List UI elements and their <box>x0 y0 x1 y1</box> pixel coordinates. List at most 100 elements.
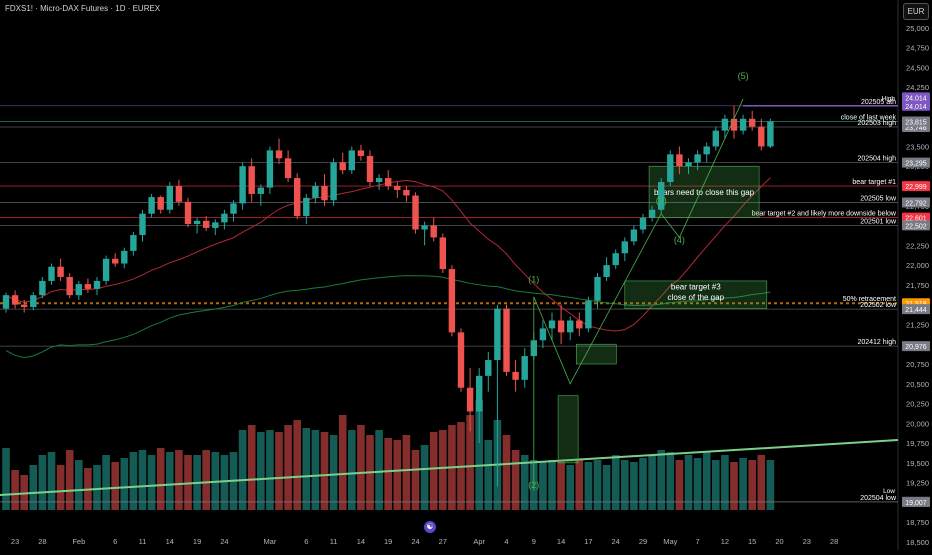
candle-body <box>639 217 647 230</box>
x-tick-label: 15 <box>748 537 756 546</box>
x-tick-label: 11 <box>330 537 338 546</box>
candle-body <box>230 203 237 214</box>
level-label: bear target #1 <box>852 179 896 186</box>
level-label: 202505 low <box>860 195 897 202</box>
volume-bar <box>575 460 584 510</box>
volume-bar <box>375 430 383 510</box>
candle-body <box>48 266 55 281</box>
candle-body <box>394 186 401 190</box>
volume-bar <box>284 425 292 510</box>
candle-body <box>348 150 355 171</box>
wave-label: (1) <box>528 275 539 285</box>
candle-body <box>112 258 119 264</box>
level-label: close of last week <box>841 114 897 121</box>
price-tag <box>902 197 930 208</box>
price-tag <box>902 116 930 127</box>
volume-bar <box>520 455 529 510</box>
volume-bar <box>56 465 65 510</box>
candle-body <box>658 182 665 210</box>
price-tag <box>902 341 930 352</box>
volume-bar <box>648 455 656 510</box>
candle-body <box>30 295 37 308</box>
y-tick-label: 19,250 <box>906 479 929 488</box>
volume-bar <box>329 435 338 510</box>
volume-bar <box>65 450 74 510</box>
price-tag <box>902 304 930 315</box>
volume-bar <box>748 460 756 510</box>
x-tick-label: May <box>663 537 677 546</box>
volume-bar <box>2 448 10 510</box>
volume-bar <box>357 425 365 510</box>
volume-bar <box>402 435 411 510</box>
candle-body <box>594 276 601 301</box>
y-tick-label: 20,250 <box>906 400 929 409</box>
candle-body <box>521 356 528 380</box>
y-tick-label: 18,750 <box>906 518 929 527</box>
candle-body <box>576 320 583 329</box>
level-label: 202504 high <box>857 156 896 163</box>
volume-bar <box>129 452 138 510</box>
volume-bar <box>147 455 156 510</box>
volume-bar <box>311 430 320 510</box>
volume-bar <box>393 440 402 510</box>
event-marker-icon[interactable]: ☯ <box>424 521 436 533</box>
volume-bar <box>566 465 574 510</box>
price-tag-label: 22,502 <box>905 223 927 230</box>
volume-bar <box>693 458 702 510</box>
target3-text: bear target #3 <box>671 283 721 292</box>
volume-bar <box>548 460 556 510</box>
candle-body <box>303 197 310 217</box>
candle-body <box>139 213 146 236</box>
price-tag <box>902 92 930 103</box>
volume-bar <box>266 430 274 510</box>
candle-body <box>266 150 274 188</box>
x-tick-label: 23 <box>11 537 19 546</box>
price-axis-bg <box>898 0 932 550</box>
y-tick-label: 20,500 <box>906 380 929 389</box>
level-label: 202502 low <box>860 302 897 309</box>
volume-bar <box>730 462 738 510</box>
candle-body <box>567 320 574 333</box>
x-tick-label: Apr <box>473 537 485 546</box>
candle-body <box>457 332 465 388</box>
wave-label: (5) <box>738 71 749 81</box>
volume-bar <box>156 448 165 510</box>
y-tick-label: 24,500 <box>906 63 929 72</box>
price-tag-label: 22,601 <box>905 216 927 223</box>
trendline <box>0 439 899 496</box>
y-tick-label: 18,500 <box>906 538 929 547</box>
candle-body <box>703 146 710 155</box>
volume-bar <box>593 460 602 510</box>
price-tag-label: 23,815 <box>905 120 927 127</box>
volume-bar <box>721 455 729 510</box>
volume-bar <box>293 420 301 510</box>
candle-body <box>275 150 283 159</box>
candle-body <box>339 162 346 171</box>
volume-bar <box>202 450 210 510</box>
low-label: Low <box>883 488 895 495</box>
currency-button[interactable]: EUR <box>903 3 929 20</box>
candle-body <box>248 166 255 194</box>
candle-body <box>466 387 474 412</box>
volume-bar <box>320 432 329 510</box>
volume-bar <box>630 462 638 510</box>
candle-body <box>11 295 19 305</box>
volume-bar <box>557 462 565 510</box>
volume-bar <box>102 455 110 510</box>
x-tick-label: 7 <box>696 537 700 546</box>
y-tick-label: 24,250 <box>906 83 929 92</box>
x-tick-label: 27 <box>439 537 447 546</box>
candle-body <box>739 118 747 131</box>
x-tick-label: 24 <box>220 537 228 546</box>
x-tick-label: 28 <box>38 537 46 546</box>
candle-body <box>66 276 73 296</box>
candle-body <box>166 186 173 210</box>
wave-box <box>575 343 617 365</box>
volume-bar <box>29 465 38 510</box>
candle-body <box>767 121 774 147</box>
x-tick-label: 24 <box>411 537 419 546</box>
candle-body <box>539 328 547 341</box>
volume-bar <box>466 415 474 510</box>
volume-bar <box>38 455 47 510</box>
